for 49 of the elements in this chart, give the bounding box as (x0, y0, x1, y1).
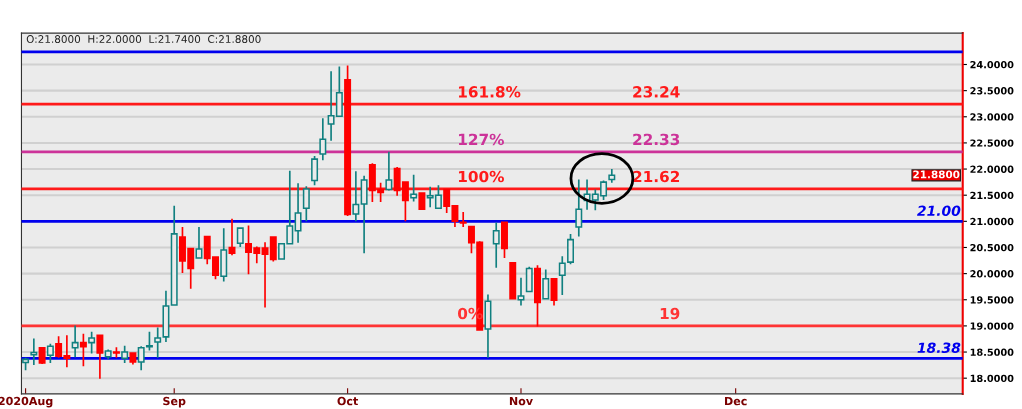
y-tick-label: 22.0000 (970, 165, 1014, 173)
y-tick-label: 24.0000 (970, 60, 1014, 69)
y-tick-label: 23.0000 (970, 113, 1014, 121)
candlestick (459, 211, 467, 228)
candlestick (492, 221, 500, 269)
candlestick (352, 170, 360, 223)
y-tick-label: 18.5000 (970, 348, 1014, 356)
y-tick-label: 19.5000 (970, 296, 1014, 304)
y-tick-label: 22.5000 (970, 139, 1014, 147)
candlestick (410, 173, 418, 203)
annotation: 21.8800 (913, 170, 960, 179)
x-tick-label: Sep (163, 396, 186, 408)
candlestick (575, 178, 583, 238)
annotation: 161.8% (458, 86, 521, 98)
candlestick (319, 117, 327, 162)
annotation: 19 (660, 307, 680, 320)
candlestick (525, 265, 533, 293)
candlestick (302, 185, 310, 223)
y-tick-label: 20.5000 (970, 243, 1014, 252)
x-tick-label: Nov (509, 396, 533, 406)
candlestick (88, 330, 96, 355)
annotation: 21.00 (917, 205, 961, 217)
candlestick (236, 227, 244, 248)
annotation: 18.38 (917, 342, 961, 354)
candlestick (517, 276, 525, 307)
candlestick (46, 342, 54, 364)
candlestick (71, 324, 79, 359)
y-tick-label: 20.0000 (970, 270, 1014, 278)
y-tick-label: 21.0000 (970, 217, 1014, 226)
y-tick-label: 18.0000 (970, 374, 1014, 383)
y-tick-label: 21.5000 (970, 191, 1014, 200)
annotation: O:21.8000 H:22.0000 L:21.7400 C:21.8800 (26, 35, 261, 43)
x-tick-label: Oct (337, 396, 359, 406)
annotation: 100% (458, 170, 504, 183)
candlestick (195, 226, 203, 259)
annotation: 23.24 (633, 86, 680, 98)
candlestick (385, 150, 393, 192)
candlestick (311, 155, 319, 187)
annotation: 127% (458, 133, 504, 146)
candlestick (294, 182, 302, 244)
x-tick-label: Dec (725, 396, 747, 406)
candlestick (542, 268, 550, 300)
y-tick-label: 23.5000 (970, 87, 1014, 95)
candlestick (30, 337, 38, 366)
candlestick (550, 278, 558, 307)
candlestick (79, 332, 87, 367)
y-tick-label: 19.0000 (970, 322, 1014, 330)
annotation: 22.33 (633, 133, 680, 146)
candlestick (96, 334, 104, 380)
